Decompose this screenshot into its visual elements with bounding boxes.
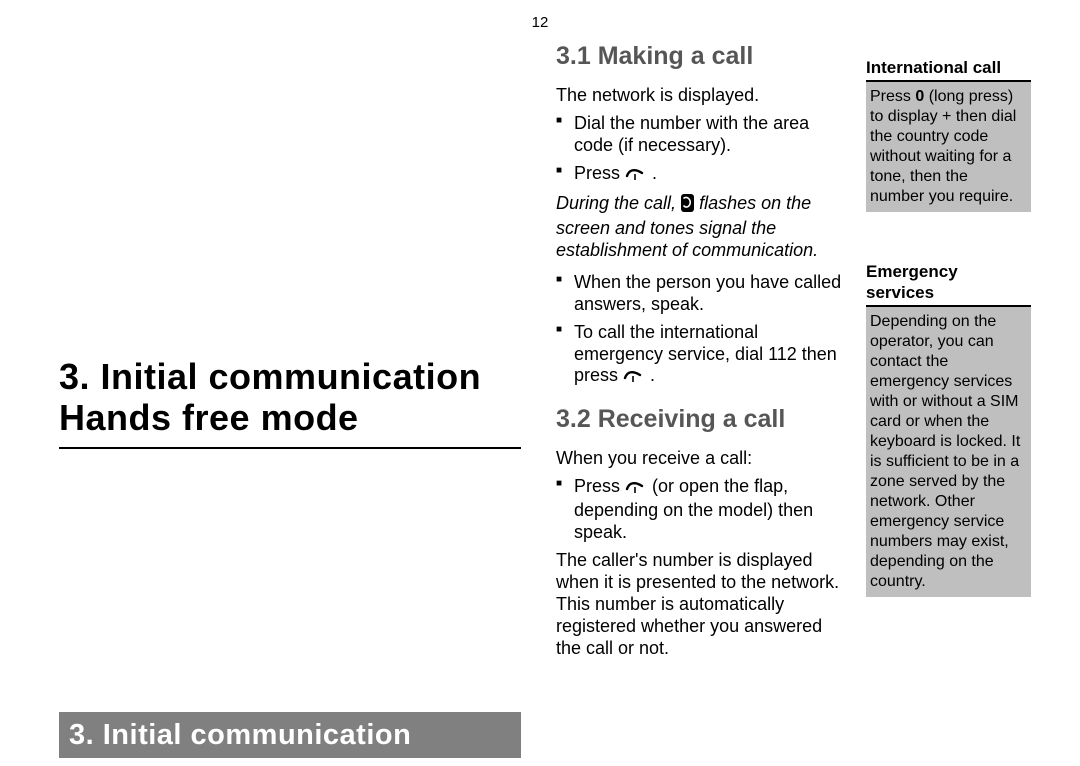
section-3-1-heading: 3.1 Making a call bbox=[556, 42, 842, 71]
sidebar-intl-block: International call Press 0 (long press) … bbox=[866, 58, 1031, 212]
bullet-text-pre: Press bbox=[574, 476, 625, 496]
sidebar-emergency-heading: Emergency services bbox=[866, 262, 1031, 303]
call-key-icon bbox=[625, 478, 647, 500]
call-key-icon bbox=[623, 367, 645, 389]
sidebar-intl-heading: International call bbox=[866, 58, 1031, 78]
chapter-title-rule bbox=[59, 447, 521, 449]
footer-bar-text: 3. Initial communication bbox=[69, 719, 411, 752]
bullet-text-post: . bbox=[650, 365, 655, 385]
page: 12 3. Initial communication Hands free m… bbox=[0, 0, 1080, 766]
sidebar-emergency-block: Emergency services Depending on the oper… bbox=[866, 262, 1031, 597]
chapter-title-line2: Hands free mode bbox=[59, 397, 359, 438]
section-3-1-intro: The network is displayed. bbox=[556, 85, 842, 107]
sidebar-intl-body-2: (long press) to display + then dial the … bbox=[870, 88, 1016, 205]
list-item: Press (or open the flap, depending on th… bbox=[556, 476, 842, 544]
section-3-2-para: The caller's number is displayed when it… bbox=[556, 550, 842, 660]
section-3-1-bullets-a: Dial the number with the area code (if n… bbox=[556, 113, 842, 187]
list-item: Dial the number with the area code (if n… bbox=[556, 113, 842, 157]
footer-bar: 3. Initial communication bbox=[59, 712, 521, 758]
section-3-1-bullets-b: When the person you have called answers,… bbox=[556, 272, 842, 390]
section-3-2-intro: When you receive a call: bbox=[556, 448, 842, 470]
sidebar-intl-body: Press 0 (long press) to display + then d… bbox=[866, 82, 1031, 212]
note-pre: During the call, bbox=[556, 193, 681, 213]
section-3-1-note: During the call, flashes on the screen a… bbox=[556, 193, 842, 262]
body-column: 3.1 Making a call The network is display… bbox=[556, 42, 842, 666]
signal-icon bbox=[681, 194, 694, 218]
section-3-2-heading: 3.2 Receiving a call bbox=[556, 405, 842, 434]
sidebar-emergency-heading-l2: services bbox=[866, 283, 934, 302]
sidebar-intl-body-1: Press bbox=[870, 88, 915, 105]
chapter-title-line1: 3. Initial communication bbox=[59, 356, 481, 397]
sidebar-emergency-body: Depending on the operator, you can conta… bbox=[866, 307, 1031, 597]
sidebar-column: International call Press 0 (long press) … bbox=[866, 58, 1031, 597]
list-item: When the person you have called answers,… bbox=[556, 272, 842, 316]
left-column: 3. Initial communication Hands free mode bbox=[59, 0, 521, 766]
call-key-icon bbox=[625, 165, 647, 187]
chapter-title: 3. Initial communication Hands free mode bbox=[59, 356, 521, 439]
bullet-text-pre: To call the international emergency serv… bbox=[574, 322, 837, 386]
sidebar-intl-body-bold: 0 bbox=[915, 88, 924, 105]
list-item: Press . bbox=[556, 163, 842, 187]
section-3-2-bullets: Press (or open the flap, depending on th… bbox=[556, 476, 842, 544]
list-item: To call the international emergency serv… bbox=[556, 322, 842, 390]
page-number: 12 bbox=[532, 14, 549, 31]
sidebar-emergency-heading-l1: Emergency bbox=[866, 262, 958, 281]
bullet-text-post: . bbox=[652, 163, 657, 183]
bullet-text-pre: Press bbox=[574, 163, 625, 183]
